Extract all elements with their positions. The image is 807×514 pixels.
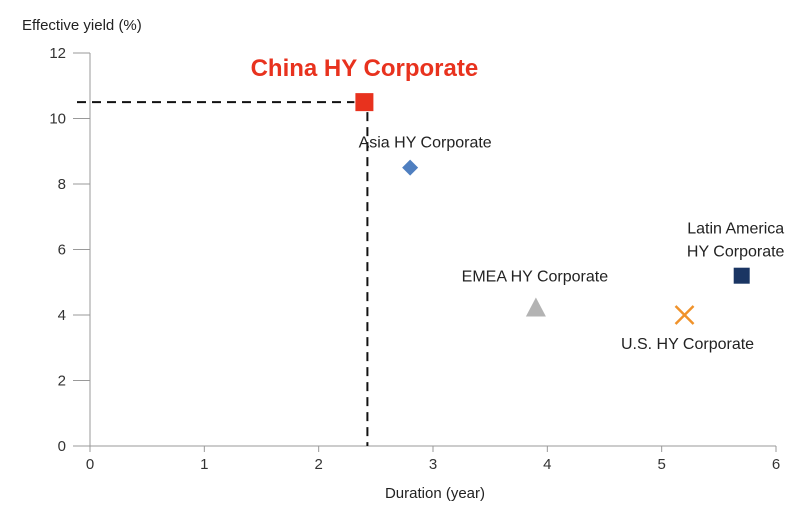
y-axis-title: Effective yield (%) <box>22 17 142 34</box>
asia-hy-corporate-marker <box>402 159 419 176</box>
point-labels: China HY Corporate Asia HY Corporate EMEA … <box>251 55 785 353</box>
x-tick-label: 3 <box>429 456 437 473</box>
x-tick-label: 4 <box>543 456 551 473</box>
asia-hy-corporate-label: Asia HY Corporate <box>359 135 492 152</box>
u-s-hy-corporate-marker <box>674 305 695 325</box>
latin-america-hy-corporate-label-line: HY Corporate <box>687 244 785 261</box>
emea-hy-corporate-marker <box>525 297 546 317</box>
y-tick-label: 8 <box>58 176 66 193</box>
x-tick-label: 5 <box>657 456 665 473</box>
y-tick-label: 10 <box>49 111 66 128</box>
data-points <box>355 93 750 325</box>
x-tick-label: 1 <box>200 456 208 473</box>
china-hy-corporate-marker <box>355 93 374 112</box>
x-tick-label: 0 <box>86 456 94 473</box>
china-hy-corporate-label: China HY Corporate <box>251 55 479 82</box>
y-tick-label: 6 <box>58 242 66 259</box>
latin-america-hy-corporate-label-line: Latin America <box>687 221 784 238</box>
y-tick-label: 12 <box>49 45 66 62</box>
x-tick-label: 2 <box>314 456 322 473</box>
u-s-hy-corporate-label: U.S. HY Corporate <box>621 336 754 353</box>
emea-hy-corporate-label: EMEA HY Corporate <box>462 268 609 285</box>
x-axis-title: Duration (year) <box>385 485 485 502</box>
latin-america-hy-corporate-marker <box>733 267 750 284</box>
y-tick-label: 0 <box>58 438 66 455</box>
y-tick-label: 2 <box>58 373 66 390</box>
highlight-guides <box>77 101 369 446</box>
x-tick-label: 6 <box>772 456 780 473</box>
y-tick-label: 4 <box>58 307 66 324</box>
